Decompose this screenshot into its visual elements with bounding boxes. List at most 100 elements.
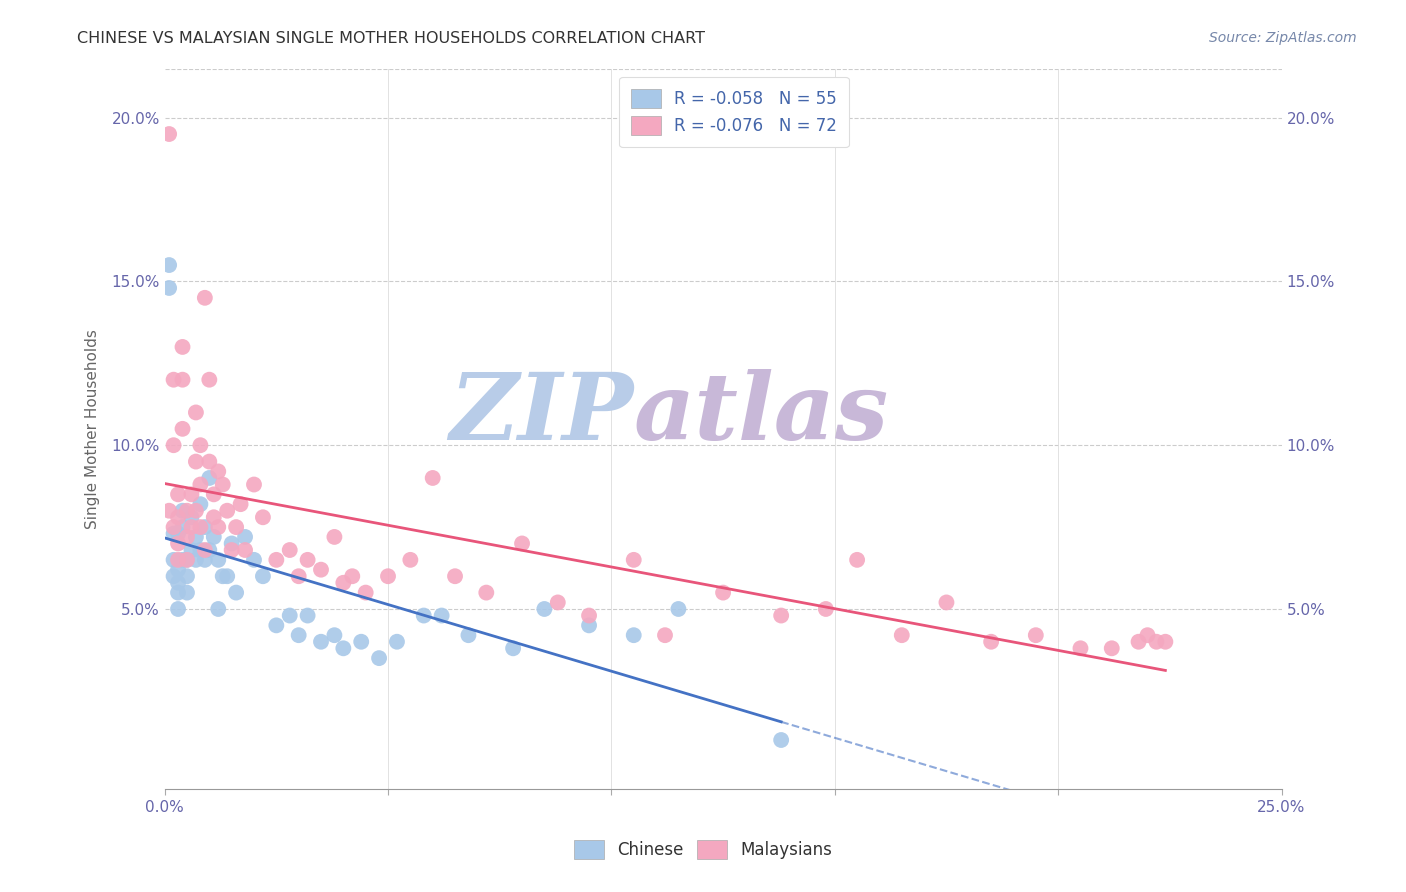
Point	[172, 504, 194, 518]
Point	[172, 422, 194, 436]
Point	[184, 454, 207, 468]
Point	[198, 543, 221, 558]
Point	[1069, 641, 1091, 656]
Point	[207, 602, 229, 616]
Point	[457, 628, 479, 642]
Point	[252, 510, 274, 524]
Point	[162, 526, 184, 541]
Point	[202, 510, 225, 524]
Point	[167, 510, 190, 524]
Point	[190, 477, 212, 491]
Point	[194, 520, 217, 534]
Point	[278, 608, 301, 623]
Point	[412, 608, 434, 623]
Point	[623, 628, 645, 642]
Point	[162, 373, 184, 387]
Point	[444, 569, 467, 583]
Point	[770, 733, 793, 747]
Point	[510, 536, 533, 550]
Point	[176, 504, 198, 518]
Point	[846, 553, 869, 567]
Point	[1136, 628, 1159, 642]
Point	[332, 641, 354, 656]
Point	[233, 530, 256, 544]
Point	[167, 585, 190, 599]
Point	[211, 477, 233, 491]
Point	[180, 510, 202, 524]
Point	[180, 543, 202, 558]
Point	[167, 575, 190, 590]
Point	[194, 543, 217, 558]
Point	[198, 471, 221, 485]
Point	[221, 543, 243, 558]
Point	[176, 553, 198, 567]
Point	[167, 602, 190, 616]
Point	[711, 585, 734, 599]
Point	[297, 608, 319, 623]
Point	[157, 281, 180, 295]
Point	[578, 608, 600, 623]
Point	[184, 530, 207, 544]
Point	[1154, 634, 1177, 648]
Point	[202, 487, 225, 501]
Point	[323, 628, 346, 642]
Point	[162, 520, 184, 534]
Point	[184, 405, 207, 419]
Point	[225, 520, 247, 534]
Point	[157, 504, 180, 518]
Point	[167, 553, 190, 567]
Point	[157, 127, 180, 141]
Point	[1144, 634, 1167, 648]
Point	[287, 569, 309, 583]
Point	[217, 569, 239, 583]
Point	[172, 520, 194, 534]
Point	[194, 553, 217, 567]
Point	[654, 628, 676, 642]
Point	[221, 536, 243, 550]
Point	[167, 536, 190, 550]
Point	[198, 454, 221, 468]
Point	[770, 608, 793, 623]
Point	[243, 477, 266, 491]
Point	[157, 258, 180, 272]
Point	[190, 543, 212, 558]
Point	[198, 373, 221, 387]
Point	[176, 530, 198, 544]
Point	[354, 585, 377, 599]
Point	[172, 553, 194, 567]
Point	[368, 651, 391, 665]
Point	[176, 553, 198, 567]
Point	[225, 585, 247, 599]
Point	[172, 340, 194, 354]
Point	[342, 569, 364, 583]
Point	[350, 634, 373, 648]
Legend: Chinese, Malaysians: Chinese, Malaysians	[565, 831, 841, 868]
Point	[475, 585, 498, 599]
Point	[935, 595, 957, 609]
Point	[172, 373, 194, 387]
Point	[1025, 628, 1047, 642]
Point	[211, 569, 233, 583]
Point	[229, 497, 252, 511]
Point	[399, 553, 422, 567]
Point	[207, 520, 229, 534]
Point	[623, 553, 645, 567]
Point	[502, 641, 524, 656]
Point	[184, 504, 207, 518]
Text: ZIP: ZIP	[450, 369, 634, 459]
Point	[180, 520, 202, 534]
Point	[167, 487, 190, 501]
Point	[278, 543, 301, 558]
Point	[297, 553, 319, 567]
Point	[266, 618, 288, 632]
Point	[578, 618, 600, 632]
Point	[184, 553, 207, 567]
Point	[385, 634, 408, 648]
Point	[190, 520, 212, 534]
Point	[309, 563, 332, 577]
Point	[162, 438, 184, 452]
Point	[162, 553, 184, 567]
Point	[309, 634, 332, 648]
Point	[194, 291, 217, 305]
Point	[266, 553, 288, 567]
